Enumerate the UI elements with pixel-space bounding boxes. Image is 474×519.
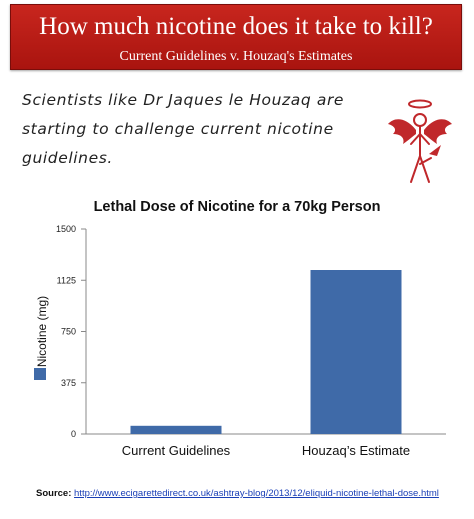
y-axis-label: Nicotine (mg) [35, 296, 49, 367]
quote-line-2: starting to challenge current nicotine [22, 120, 334, 138]
source-label: Source: [36, 488, 72, 499]
legend-swatch [34, 368, 46, 380]
y-tick-label: 1500 [56, 224, 76, 234]
y-tick-label: 0 [71, 429, 76, 439]
title-banner: How much nicotine does it take to kill? … [10, 4, 462, 70]
bar [310, 270, 402, 434]
x-category-label: Current Guidelines [122, 443, 231, 458]
chart-title: Lethal Dose of Nicotine for a 70kg Perso… [93, 199, 381, 215]
quote-line-3: guidelines. [22, 149, 113, 167]
quote-line-1: Scientists like Dr Jaques le Houzaq are [22, 91, 345, 109]
source-line: Source: http://www.ecigarettedirect.co.u… [36, 488, 439, 499]
winged-devil-figure-icon [388, 99, 452, 183]
bar [130, 425, 222, 434]
x-category-label: Houzaq’s Estimate [302, 443, 410, 458]
source-link[interactable]: http://www.ecigarettedirect.co.uk/ashtra… [74, 488, 439, 499]
bar-chart: 0 375 750 1125 1500 Nicotine (mg) Current Guid… [34, 224, 446, 458]
y-tick-label: 750 [61, 327, 76, 337]
y-tick-label: 375 [61, 378, 76, 388]
y-tick-label: 1125 [57, 275, 76, 285]
banner-subtitle: Current Guidelines v. Houzaq's Estimates [119, 49, 353, 64]
banner-title: How much nicotine does it take to kill? [39, 13, 433, 40]
handwritten-quote: Scientists like Dr Jaques le Houzaq are … [22, 86, 382, 173]
